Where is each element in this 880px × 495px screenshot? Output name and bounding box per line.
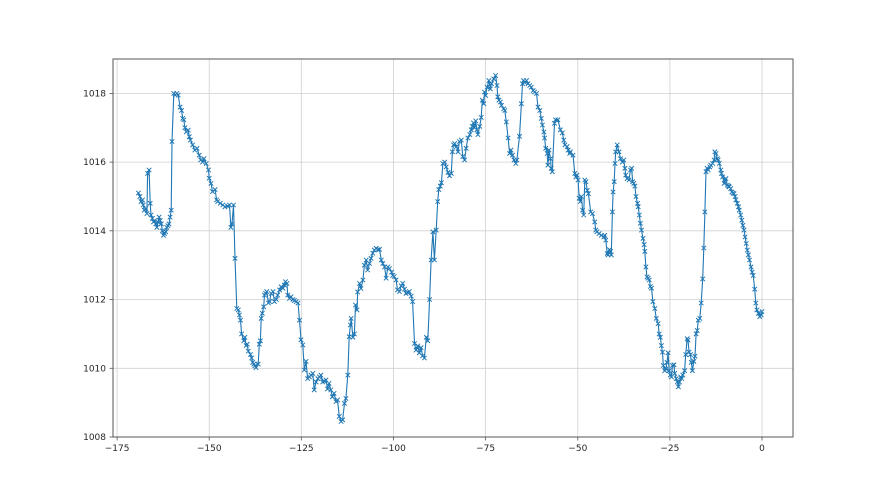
y-axis-tick-label: 1012 xyxy=(83,296,106,306)
x-axis-tick-label: −50 xyxy=(568,444,587,454)
y-axis-tick-label: 1016 xyxy=(83,158,106,168)
x-axis-tick-label: −150 xyxy=(197,444,222,454)
x-axis-tick-label: −25 xyxy=(660,444,679,454)
y-axis-tick-label: 1018 xyxy=(83,89,106,99)
y-axis-tick-label: 1008 xyxy=(83,433,106,443)
plot-area xyxy=(113,59,793,437)
x-axis-tick-label: −100 xyxy=(381,444,406,454)
x-axis-tick-label: −125 xyxy=(289,444,314,454)
x-axis-tick-label: 0 xyxy=(759,444,765,454)
x-axis-tick-label: −175 xyxy=(105,444,130,454)
x-axis-tick-label: −75 xyxy=(476,444,495,454)
y-axis-tick-label: 1010 xyxy=(83,364,106,374)
axes-spines xyxy=(112,58,794,438)
y-axis-tick-label: 1014 xyxy=(83,227,106,237)
data-markers xyxy=(135,72,765,425)
